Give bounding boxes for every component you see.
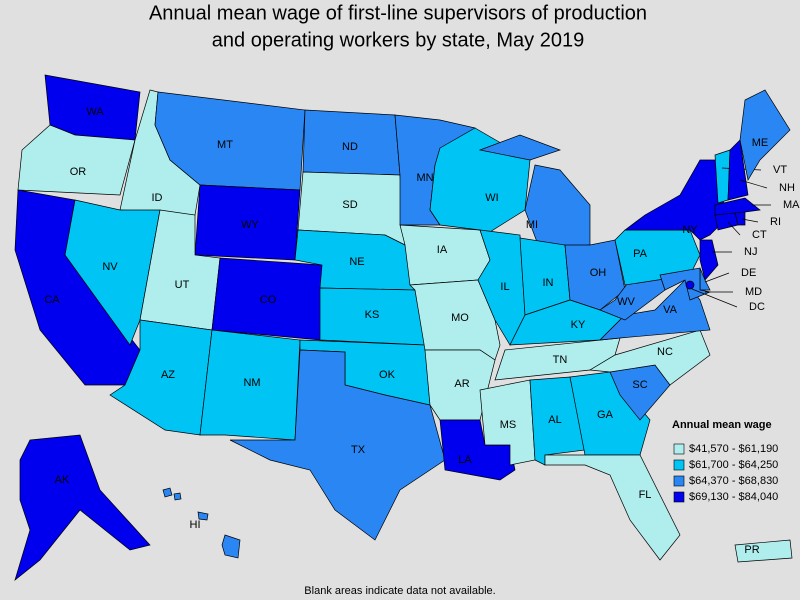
state-label: TN (553, 354, 568, 366)
state-label: OK (379, 369, 396, 381)
leader-line (727, 221, 741, 236)
state-label: NY (682, 224, 698, 236)
state-label: WI (485, 192, 498, 204)
state-label: VA (663, 304, 678, 316)
state-shape (14, 434, 151, 581)
state-shape (162, 487, 241, 559)
state-label: MT (217, 139, 233, 151)
state-label: NM (243, 377, 260, 389)
legend-swatch (673, 459, 685, 471)
state-label: GA (597, 409, 614, 421)
legend-label: $69,130 - $84,040 (689, 491, 778, 503)
leader-line (691, 288, 738, 308)
title-line: and operating workers by state, May 2019 (212, 29, 584, 51)
state-label: OR (70, 166, 87, 178)
state-shape (699, 239, 719, 281)
state-label: MI (526, 219, 538, 231)
state-label: VT (773, 164, 787, 176)
state-label: OH (590, 267, 607, 279)
state-label: HI (190, 519, 201, 531)
state-label: DE (741, 267, 756, 279)
state-shape (739, 89, 791, 181)
legend-swatch (673, 443, 685, 455)
legend-label: $64,370 - $68,830 (689, 475, 778, 487)
state-shape (685, 280, 695, 290)
legend-title: Annual mean wage (672, 419, 772, 431)
title-line: Annual mean wage of first-line superviso… (149, 2, 647, 24)
state-label: DC (749, 301, 765, 313)
state-label: RI (770, 216, 781, 228)
state-label: NJ (744, 246, 757, 258)
state-label: KY (571, 319, 586, 331)
state-label: MN (416, 172, 433, 184)
state-label: AK (55, 474, 70, 486)
leader-line (739, 179, 768, 189)
state-label: NE (349, 256, 364, 268)
footnote: Blank areas indicate data not available. (304, 585, 495, 597)
state-label: ND (342, 141, 358, 153)
state-label: WY (241, 219, 259, 231)
legend-swatch (673, 475, 685, 487)
legend-label: $61,700 - $64,250 (689, 459, 778, 471)
state-shape (714, 149, 731, 204)
state-label: ID (152, 192, 163, 204)
state-shape (229, 349, 446, 541)
leader-line (704, 272, 730, 283)
legend-label: $41,570 - $61,190 (689, 443, 778, 455)
state-label: IA (437, 244, 448, 256)
state-shape (714, 197, 761, 216)
state-shape (569, 371, 651, 456)
state-label: CT (752, 229, 767, 241)
state-label: AL (548, 414, 561, 426)
state-shape (544, 454, 681, 561)
state-label: IL (500, 281, 509, 293)
state-label: MS (500, 419, 517, 431)
state-label: IN (543, 277, 554, 289)
legend-swatch (673, 491, 685, 503)
state-label: CA (44, 294, 60, 306)
state-label: NV (102, 261, 118, 273)
state-label: MD (745, 286, 762, 298)
state-label: PA (633, 248, 648, 260)
state-label: CO (260, 294, 277, 306)
state-label: WA (86, 106, 104, 118)
state-label: ME (752, 137, 769, 149)
state-label: MO (451, 312, 469, 324)
state-label: NC (657, 346, 673, 358)
state-label: MA (783, 199, 800, 211)
state-shape (727, 139, 749, 201)
state-label: UT (175, 279, 190, 291)
state-shape (199, 329, 301, 441)
state-label: SD (342, 199, 357, 211)
leader-line (741, 218, 759, 223)
state-label: NH (779, 182, 795, 194)
state-label: TX (351, 444, 366, 456)
state-shape (659, 267, 712, 301)
state-shape (734, 539, 793, 563)
state-shape (17, 124, 136, 196)
state-label: AZ (161, 369, 175, 381)
state-label: PR (744, 544, 759, 556)
state-label: KS (365, 309, 380, 321)
state-shape (588, 329, 711, 386)
state-label: WV (617, 296, 635, 308)
state-label: SC (632, 379, 647, 391)
state-label: LA (458, 454, 472, 466)
state-label: AR (454, 378, 469, 390)
state-label: FL (639, 489, 652, 501)
